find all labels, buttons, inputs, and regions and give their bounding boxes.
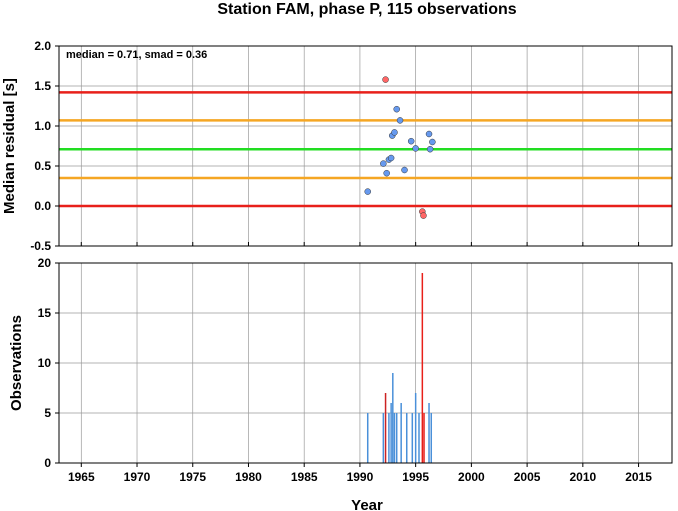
y-tick-label: 1.5 [34,79,51,93]
observation-bar [428,403,430,463]
observation-bar [411,413,414,463]
residual-point [382,76,389,83]
observation-bar [393,413,396,463]
residual-point [429,138,436,146]
x-tick-label: 1985 [291,470,318,484]
residual-point [401,166,408,174]
residual-point [396,117,404,124]
observation-bar [418,413,420,463]
residual-point [383,169,390,177]
observation-bar [430,413,433,463]
residual-grid [59,45,672,247]
observations-grid [59,262,672,464]
residual-point [426,145,434,153]
y-tick-label: 0.5 [34,159,51,173]
residual-point [380,160,387,167]
residual-point [420,212,427,219]
x-tick-label: 1995 [402,470,429,484]
x-tick-label: 1980 [235,470,262,484]
observation-bar [405,413,408,463]
observation-bar [421,273,424,463]
x-axis-label: Year [351,497,383,511]
y-tick-label: 20 [38,256,52,270]
y-tick-label: 2.0 [34,39,51,53]
x-tick-label: 2005 [514,470,541,484]
residual-point [412,145,419,152]
observation-bar [390,403,392,463]
x-tick-label: 2010 [569,470,596,484]
observation-bars [366,273,433,463]
residual-point [387,154,395,162]
observations-y-axis-label: Observations [8,315,25,411]
y-tick-label: 1.0 [34,119,51,133]
observation-bar [384,393,387,463]
x-tick-label: 2000 [458,470,485,484]
y-tick-label: -0.5 [30,239,51,253]
observation-bar [382,413,385,463]
observations-panel: 0 5 10 15 20 1965 1970 1975 1980 1985 1990 1995 200… [8,256,673,511]
observation-bar [414,393,417,463]
residual-panel: -0.5 0.0 0.5 1.0 1.5 2.0 median = 0.71, smad … [1,39,673,253]
residual-point [364,188,371,195]
stats-annotation: median = 0.71, smad = 0.36 [66,49,207,61]
residual-y-axis-label: Median residual [s] [1,78,18,214]
y-tick-label: 15 [38,306,52,320]
y-tick-label: 0.0 [34,199,51,213]
x-tick-label: 2015 [625,470,652,484]
x-tick-label: 1990 [347,470,374,484]
x-tick-label: 1965 [68,470,95,484]
residual-frame [58,45,673,247]
observation-bar [400,403,402,463]
observation-bar [388,413,390,463]
residual-point [407,137,415,145]
y-tick-label: 0 [44,456,51,470]
residual-point [391,129,398,136]
observation-bar [395,413,398,463]
residual-point [425,130,433,138]
y-tick-label: 10 [38,356,52,370]
observation-bar [366,413,369,463]
x-ticks: 1965 1970 1975 1980 1985 1990 1995 2000 2005 2010… [68,463,652,484]
observation-bar [392,373,394,463]
y-tick-label: 5 [44,406,51,420]
residual-point [393,105,400,113]
residual-points [364,76,436,219]
residual-y-ticks: -0.5 0.0 0.5 1.0 1.5 2.0 [30,39,59,253]
reference-lines [59,91,672,208]
observation-bar [423,413,425,463]
chart-title: Station FAM, phase P, 115 observations [217,1,516,18]
x-tick-label: 1970 [124,470,151,484]
x-tick-label: 1975 [179,470,206,484]
observations-y-ticks: 0 5 10 15 20 [38,256,59,470]
